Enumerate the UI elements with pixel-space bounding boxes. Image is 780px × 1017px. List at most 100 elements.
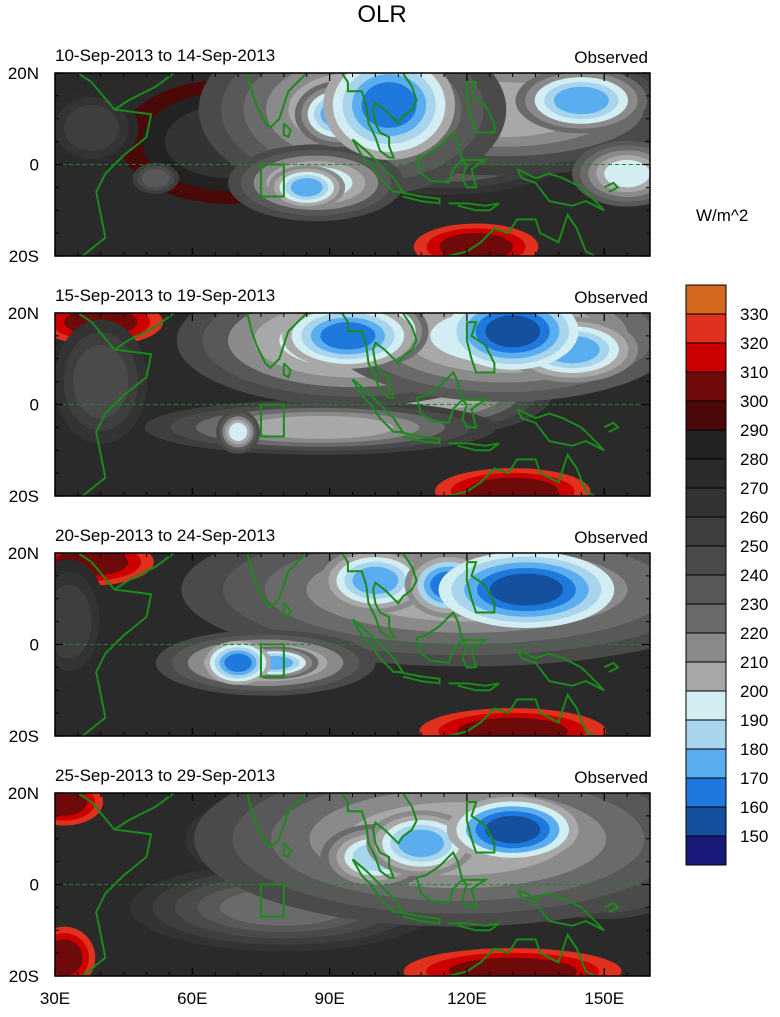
colorbar: W/m^2 330 320 310 300 290 280 270 260 250 240 230 2… (685, 206, 768, 866)
coastline (603, 421, 620, 433)
colorbar-level-label: 240 (740, 566, 768, 585)
coastline (461, 158, 489, 189)
olr-field (55, 73, 650, 256)
x-tick-label: 150E (584, 989, 624, 1008)
coastline (246, 793, 308, 850)
y-tick-label: 20S (9, 247, 39, 266)
olr-contour (73, 345, 129, 419)
colorbar-level-label: 280 (740, 450, 768, 469)
colorbar-level-label: 220 (740, 624, 768, 643)
colorbar-swatch (685, 313, 727, 344)
coastline (415, 850, 464, 904)
colorbar-level-label: 210 (740, 653, 768, 672)
coastline (465, 81, 496, 134)
coastline (415, 370, 464, 424)
x-tick-label: 60E (177, 989, 207, 1008)
colorbar-level-label: 300 (740, 392, 768, 411)
colorbar-level-label: 260 (740, 508, 768, 527)
coastline (465, 561, 496, 614)
coastline (329, 553, 418, 639)
coastline (603, 181, 620, 193)
colorbar-swatch (685, 632, 727, 663)
colorbar-swatch (685, 487, 727, 518)
coastline (448, 922, 500, 932)
colorbar-level-label: 200 (740, 682, 768, 701)
olr-contour (457, 717, 568, 736)
coastline (516, 168, 605, 212)
colorbar-level-label: 330 (740, 305, 768, 324)
coastline (461, 878, 489, 909)
olr-field (55, 793, 650, 976)
coastline (64, 313, 153, 496)
olr-contour (553, 86, 609, 115)
colorbar-swatch (685, 806, 727, 837)
coastline (113, 793, 175, 831)
coastline (282, 602, 292, 619)
coastline (351, 858, 405, 913)
panel-date-label: 15-Sep-2013 to 19-Sep-2013 (55, 286, 275, 305)
coastline (282, 362, 292, 379)
olr-contour (247, 415, 394, 439)
region-box (259, 403, 285, 438)
coastline (398, 671, 441, 685)
coastline (447, 212, 596, 256)
coastline (448, 202, 500, 212)
x-axis: 30E 60E 90E 120E 150E (40, 989, 624, 1008)
colorbar-level-label: 320 (740, 334, 768, 353)
y-tick-label: 20N (8, 784, 39, 803)
panel-date-label: 20-Sep-2013 to 24-Sep-2013 (55, 526, 275, 545)
coastline (246, 313, 308, 370)
coastline (415, 610, 464, 664)
colorbar-swatch (685, 429, 727, 460)
panel-2: 20N 0 20S 15-Sep-2013 to 19-Sep-2013 Observe… (8, 286, 651, 506)
coastline (64, 553, 153, 736)
coastline (64, 793, 153, 976)
panel-4: 20N 0 20S 25-Sep-2013 to 29-Sep-2013 Observe… (8, 766, 651, 986)
panel-1: 20N 0 20S 10-Sep-2013 to 14-Sep-2013 Observe… (8, 46, 651, 266)
region-box (259, 163, 285, 198)
coastline (113, 73, 175, 111)
coastline (516, 888, 605, 932)
colorbar-unit-label: W/m^2 (696, 206, 748, 225)
olr-field (55, 553, 650, 736)
olr-contour (64, 105, 120, 151)
olr-contour (485, 315, 541, 348)
colorbar-swatch (685, 661, 727, 692)
coastline (603, 901, 620, 913)
region-box (259, 883, 285, 918)
y-tick-label: 20S (9, 967, 39, 986)
coastline (447, 932, 596, 976)
coastline (246, 73, 308, 130)
y-tick-label: 20N (8, 304, 39, 323)
x-tick-label: 120E (447, 989, 487, 1008)
colorbar-swatch (685, 516, 727, 547)
colorbar-swatch (685, 284, 727, 315)
colorbar-level-label: 190 (740, 711, 768, 730)
y-tick-label: 0 (30, 636, 39, 655)
coastline (282, 842, 292, 859)
figure-title: OLR (357, 1, 406, 28)
colorbar-level-label: 250 (740, 537, 768, 556)
coastline (415, 130, 464, 184)
olr-contour (228, 422, 248, 442)
olr-contour (604, 159, 650, 188)
colorbar-swatch (685, 545, 727, 576)
coastline (351, 618, 405, 673)
olr-contour (55, 585, 92, 659)
olr-contour (398, 829, 445, 858)
coastline (351, 138, 405, 193)
coastline (282, 122, 292, 139)
colorbar-swatch (685, 574, 727, 605)
olr-contour (290, 178, 323, 197)
olr-contour (141, 169, 170, 188)
colorbar-swatch (685, 603, 727, 634)
colorbar-swatch (685, 342, 727, 373)
coastline (398, 190, 441, 205)
y-tick-label: 20N (8, 544, 39, 563)
coastline (329, 313, 418, 399)
coastline (603, 661, 620, 673)
coastline (113, 313, 175, 351)
colorbar-swatch (685, 835, 727, 866)
colorbar-level-label: 270 (740, 479, 768, 498)
